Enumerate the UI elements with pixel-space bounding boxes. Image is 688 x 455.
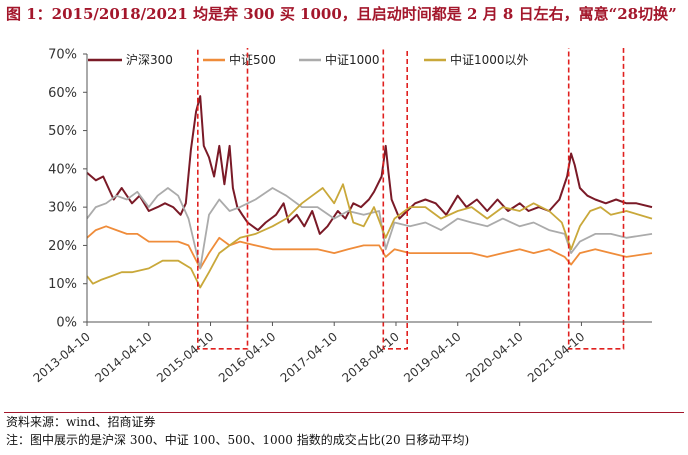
legend-label-1: 沪深300 bbox=[126, 53, 173, 67]
x-tick-label-1: 2014-04-10 bbox=[92, 330, 154, 386]
legend-label-3: 中证1000 bbox=[325, 52, 380, 67]
source-note: 资料来源：wind、招商证券 bbox=[6, 415, 156, 429]
x-tick-label-8: 2021-04-10 bbox=[525, 330, 587, 386]
highlight-box-1 bbox=[197, 48, 249, 350]
highlight-boxes bbox=[197, 48, 625, 350]
series-layer bbox=[86, 95, 653, 289]
y-tick-label-4: 40% bbox=[48, 162, 77, 177]
volume-share-line-chart: 沪深300 中证500 中证1000 中证1000以外 0% 10% 20% 30% 40% 5… bbox=[30, 48, 653, 385]
x-tick-label-0: 2013-04-10 bbox=[30, 330, 92, 386]
x-tick-label-2: 2015-04-10 bbox=[154, 330, 216, 386]
y-tick-label-6: 60% bbox=[48, 86, 77, 101]
x-tick-label-4: 2017-04-10 bbox=[278, 330, 340, 386]
highlight-box-2 bbox=[382, 48, 408, 350]
y-tick-label-1: 10% bbox=[48, 277, 77, 292]
y-tick-label-0: 0% bbox=[56, 316, 77, 331]
y-tick-label-7: 70% bbox=[48, 48, 77, 63]
y-tick-label-2: 20% bbox=[48, 239, 77, 254]
x-tick-label-6: 2019-04-10 bbox=[401, 330, 463, 386]
x-tick-label-7: 2020-04-10 bbox=[463, 330, 525, 386]
x-tick-label-3: 2016-04-10 bbox=[216, 330, 278, 386]
y-tick-label-3: 30% bbox=[48, 201, 77, 216]
legend: 沪深300 中证500 中证1000 中证1000以外 bbox=[88, 52, 529, 67]
series-line-3 bbox=[86, 187, 653, 270]
bottom-rule bbox=[4, 412, 684, 413]
legend-label-4: 中证1000以外 bbox=[450, 52, 529, 67]
x-tick-label-5: 2018-04-10 bbox=[339, 330, 401, 386]
axes: 0% 10% 20% 30% 40% 50% 60% 70% 2013-04-10 2014-04… bbox=[30, 48, 652, 385]
series-line-2 bbox=[86, 225, 653, 270]
series-line-4 bbox=[86, 183, 653, 289]
legend-label-2: 中证500 bbox=[229, 52, 276, 67]
highlight-box-3 bbox=[567, 48, 625, 350]
caption-note: 注：图中展示的是沪深 300、中证 100、500、1000 指数的成交占比(2… bbox=[6, 433, 470, 447]
figure-title: 图 1：2015/2018/2021 均是弃 300 买 1000，且启动时间都… bbox=[6, 5, 677, 23]
chart-area: 沪深300 中证500 中证1000 中证1000以外 0% 10% 20% 30% 40% 5… bbox=[0, 48, 688, 408]
y-tick-label-5: 50% bbox=[48, 124, 77, 139]
